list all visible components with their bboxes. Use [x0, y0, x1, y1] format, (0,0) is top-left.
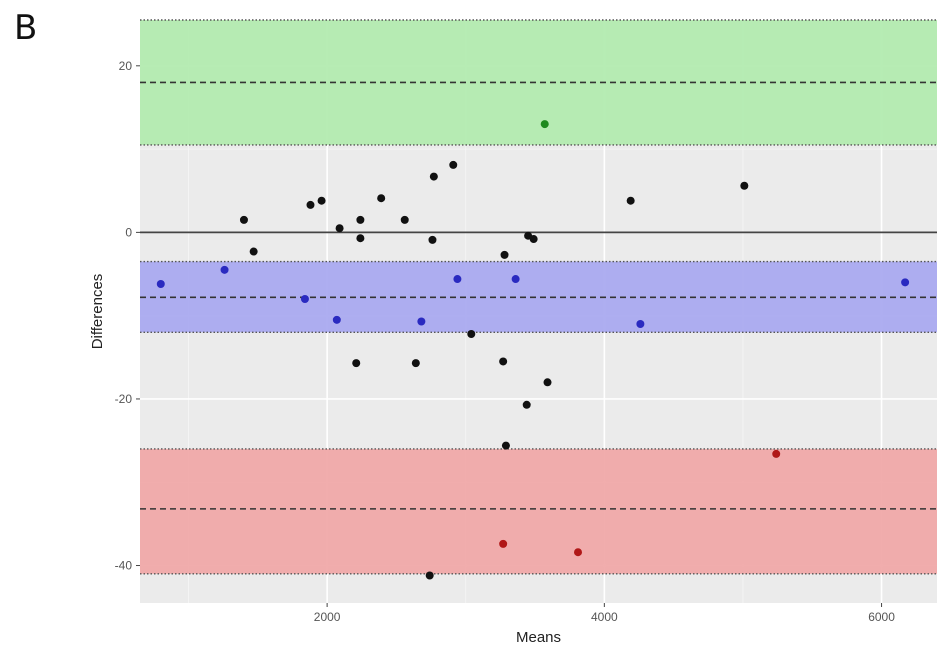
- data-point: [626, 196, 635, 205]
- data-point: [317, 196, 326, 205]
- band-1: [140, 261, 937, 333]
- x-tick-label: 2000: [314, 610, 341, 624]
- data-point: [156, 280, 165, 289]
- data-point: [356, 234, 365, 243]
- x-tick-label: 4000: [591, 610, 618, 624]
- data-point: [574, 548, 583, 557]
- panel-label: B: [14, 8, 38, 48]
- data-point: [306, 200, 315, 209]
- data-point: [543, 378, 552, 387]
- data-point: [500, 250, 509, 259]
- data-point: [453, 275, 462, 284]
- data-point: [356, 215, 365, 224]
- data-point: [352, 359, 361, 368]
- data-point: [540, 120, 549, 129]
- band-0: [140, 20, 937, 145]
- y-tick-label: 0: [125, 225, 132, 239]
- data-point: [636, 319, 645, 328]
- data-point: [522, 400, 531, 409]
- limit-bands: [140, 19, 937, 575]
- data-point: [449, 160, 458, 169]
- data-point: [429, 172, 438, 181]
- y-axis-title: Differences: [89, 274, 106, 350]
- data-point: [300, 295, 309, 304]
- data-point: [417, 317, 426, 326]
- data-point: [239, 215, 248, 224]
- data-point: [467, 329, 476, 338]
- data-points: [156, 120, 910, 580]
- x-axis-ticks: 2000 4000 6000: [314, 603, 895, 624]
- data-point: [249, 247, 258, 256]
- data-point: [428, 235, 437, 244]
- x-axis-title: Means: [516, 629, 561, 646]
- y-tick-label: 20: [119, 59, 133, 73]
- data-point: [740, 181, 749, 190]
- data-point: [529, 235, 538, 244]
- data-point: [499, 357, 508, 366]
- data-point: [377, 194, 386, 203]
- data-point: [772, 449, 781, 458]
- band-2: [140, 448, 937, 574]
- y-tick-label: -20: [115, 392, 133, 406]
- y-axis-ticks: -40 -20 0 20: [115, 59, 140, 573]
- data-point: [499, 539, 508, 548]
- data-point: [411, 359, 420, 368]
- data-point: [501, 441, 510, 450]
- data-point: [511, 275, 520, 284]
- x-tick-label: 6000: [868, 610, 895, 624]
- data-point: [425, 571, 434, 580]
- data-point: [901, 278, 910, 287]
- data-point: [400, 215, 409, 224]
- y-tick-label: -40: [115, 559, 133, 573]
- data-point: [220, 265, 229, 274]
- data-point: [335, 224, 344, 233]
- data-point: [332, 315, 341, 324]
